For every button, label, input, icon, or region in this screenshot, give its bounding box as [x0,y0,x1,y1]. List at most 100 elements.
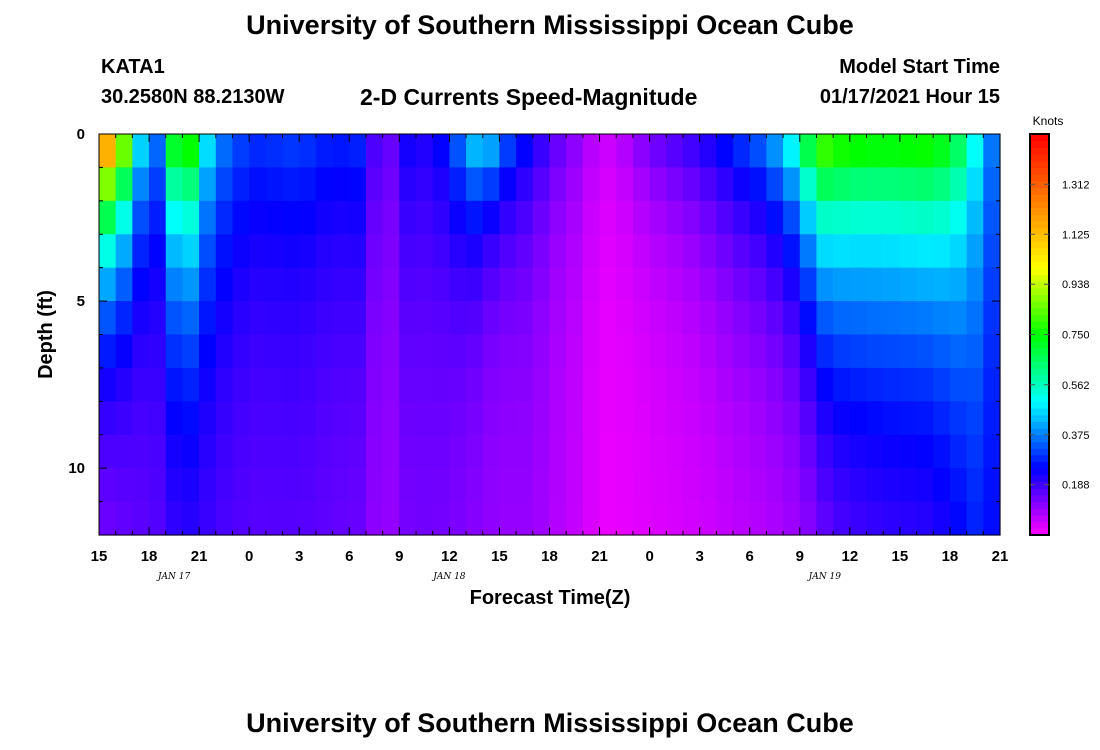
heatmap-cell [349,167,367,202]
heatmap-cell [549,434,567,469]
heatmap-cell [215,267,234,302]
heatmap-cell [232,367,250,402]
heatmap-cell [566,134,584,169]
heatmap-cell [182,501,200,536]
heatmap-cell [416,267,434,302]
heatmap-cell [282,367,300,402]
heatmap-cell [733,334,751,369]
heatmap-cell [799,234,818,269]
heatmap-cell [849,468,868,503]
heatmap-cell [249,468,267,503]
heatmap-cell [349,501,367,536]
heatmap-cell [215,167,234,202]
colorbar-segment [1030,434,1049,443]
heatmap-cell [265,468,284,503]
heatmap-cell [883,267,901,302]
heatmap-cell [282,401,300,436]
heatmap-cell [949,267,968,302]
heatmap-cell [265,200,284,235]
heatmap-cell [666,200,684,235]
heatmap-cell [699,267,717,302]
heatmap-cell [616,267,634,302]
heatmap-cell [632,234,651,269]
heatmap-cell [165,501,184,536]
heatmap-cell [733,267,751,302]
heatmap-cell [199,434,217,469]
heatmap-cell [532,434,551,469]
heatmap-cell [482,434,501,469]
heatmap-cell [149,468,167,503]
colorbar-segment [1030,367,1049,376]
colorbar-tick-label: 0.375 [1062,430,1090,442]
heatmap-cell [282,234,300,269]
heatmap-cell [883,468,901,503]
heatmap-cell [299,334,317,369]
heatmap-cell [232,167,250,202]
heatmap-cell [132,301,150,336]
heatmap-cell [632,501,651,536]
colorbar-segment [1030,234,1049,242]
heatmap-cell [933,501,951,536]
heatmap-cell [549,167,567,202]
heatmap-cell [282,434,300,469]
x-tick-label: 6 [746,548,754,565]
colorbar-segment [1030,194,1049,202]
heatmap-cell [265,501,284,536]
y-axis-label: Depth (ft) [35,290,57,379]
heatmap-cell [866,434,884,469]
page-title: University of Southern Mississippi Ocean… [246,10,854,40]
heatmap-cell [966,468,984,503]
heatmap-cell [866,468,884,503]
heatmap-cell [682,401,701,436]
colorbar: 0.188 0.375 0.562 0.750 0.938 1.125 1.312 [1029,133,1090,536]
heatmap-cell [749,134,768,169]
heatmap-cell [899,301,918,336]
heatmap-cell [616,200,634,235]
heatmap-cell [766,234,784,269]
heatmap-cell [182,334,200,369]
heatmap-cell [165,334,184,369]
heatmap-cell [466,401,484,436]
heatmap-cell [632,334,651,369]
heatmap-cell [899,334,918,369]
heatmap-cell [199,200,217,235]
heatmap-cell [532,367,551,402]
heatmap-cell [165,367,184,402]
heatmap-cell [666,401,684,436]
heatmap-cell [916,468,934,503]
heatmap-cell [499,434,517,469]
heatmap-cell [616,367,634,402]
colorbar-segment [1030,514,1049,523]
heatmap-cell [549,501,567,536]
heatmap-cell [532,468,551,503]
x-tick-label: 9 [395,548,403,565]
heatmap-cell [499,501,517,536]
heatmap-cell [399,468,417,503]
heatmap-cell [666,367,684,402]
x-tick-label: 15 [491,548,508,565]
heatmap-cell [466,468,484,503]
heatmap-cell [382,234,400,269]
heatmap-cell [315,367,334,402]
colorbar-segment [1030,314,1049,322]
heatmap-cell [933,234,951,269]
heatmap-cell [482,401,501,436]
heatmap-cell [716,501,734,536]
heatmap-cell [883,401,901,436]
heatmap-cell [516,200,534,235]
heatmap-cell [182,267,200,302]
colorbar-segment [1030,287,1049,295]
heatmap-cell [215,434,234,469]
colorbar-segment [1030,441,1049,449]
heatmap-cell [616,434,634,469]
colorbar-segment [1030,134,1049,142]
heatmap-cell [716,401,734,436]
heatmap-cell [349,267,367,302]
heatmap-cell [632,468,651,503]
heatmap-cell [816,234,834,269]
y-tick-label: 10 [68,460,85,477]
heatmap-cell [699,401,717,436]
heatmap-cell [866,334,884,369]
heatmap-cell [466,434,484,469]
colorbar-segment [1030,528,1049,536]
